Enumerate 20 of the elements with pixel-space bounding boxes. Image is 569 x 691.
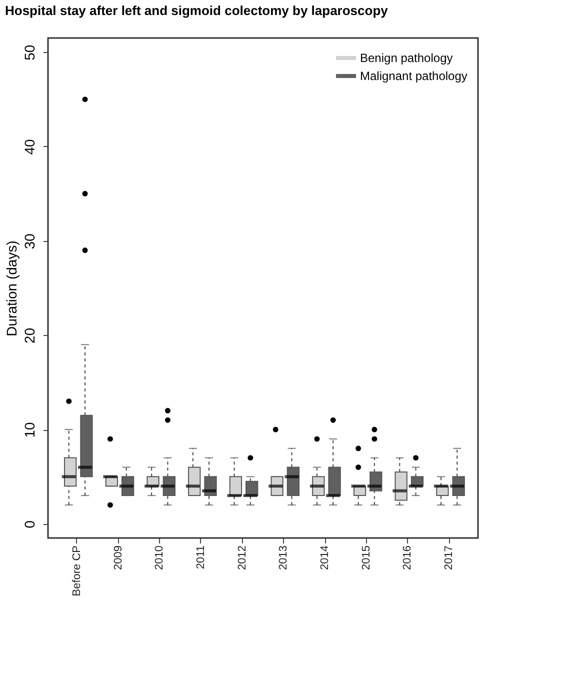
x-tick-label: 2015 bbox=[360, 546, 372, 570]
x-tick-label: 2011 bbox=[194, 546, 207, 570]
legend-label: Malignant pathology bbox=[360, 69, 468, 83]
x-tick-label: 2013 bbox=[278, 546, 290, 570]
y-tick-label: 0 bbox=[22, 520, 38, 528]
x-tick-label: 2016 bbox=[402, 546, 414, 570]
x-tick-label: 2012 bbox=[236, 546, 248, 570]
y-tick-label: 30 bbox=[22, 233, 38, 250]
x-tick-label: 2010 bbox=[154, 546, 166, 570]
x-tick-label: 2014 bbox=[319, 546, 332, 570]
y-tick-label: 40 bbox=[22, 138, 38, 155]
y-tick-label: 10 bbox=[22, 422, 38, 438]
y-tick-label: 20 bbox=[22, 328, 38, 344]
y-axis-title: Duration (days) bbox=[4, 240, 20, 336]
y-tick-label: 50 bbox=[22, 44, 38, 60]
legend-label: Benign pathology bbox=[360, 51, 453, 65]
x-tick-label: Before CP bbox=[70, 546, 83, 596]
x-tick-label: 2009 bbox=[112, 546, 124, 570]
x-tick-label: 2017 bbox=[443, 546, 456, 570]
chart-title: Hospital stay after left and sigmoid colectomy by laparoscopy bbox=[5, 3, 389, 18]
